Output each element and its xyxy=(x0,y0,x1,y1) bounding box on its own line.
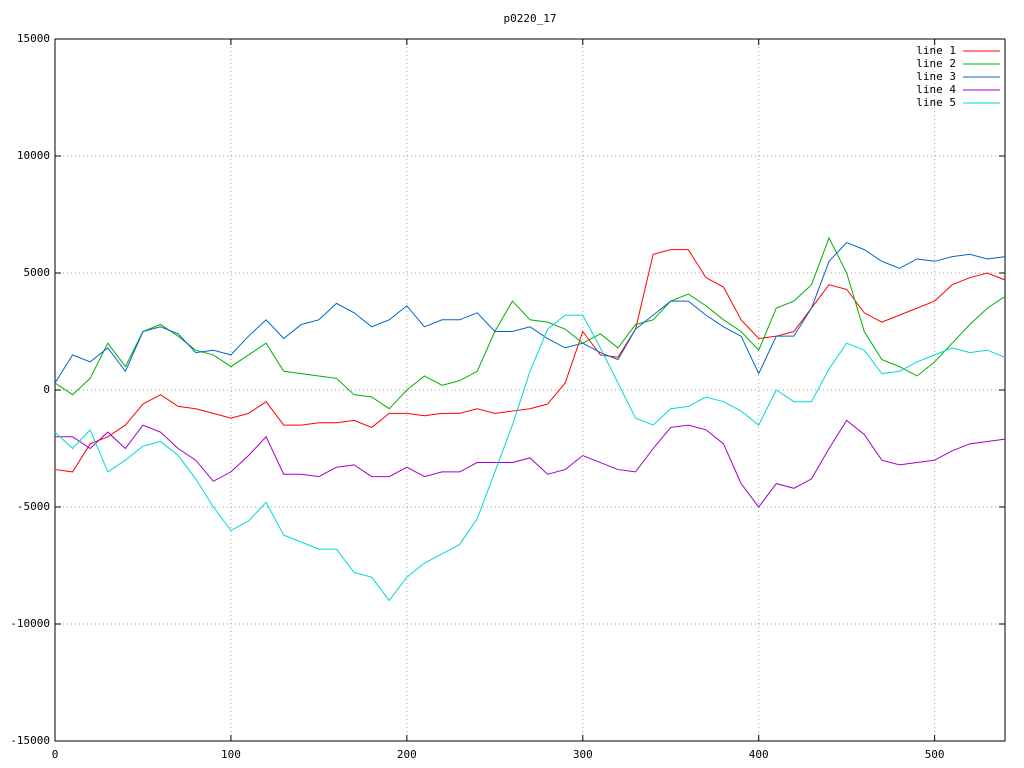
series-line xyxy=(54,241,1006,384)
legend-label: line 4 xyxy=(916,83,956,96)
plot-border xyxy=(54,38,1006,742)
y-tick-label: -5000 xyxy=(17,500,50,513)
legend-label: line 3 xyxy=(916,70,956,83)
x-tick-label: 0 xyxy=(52,748,59,761)
legend-label: line 1 xyxy=(916,44,956,57)
series-line xyxy=(54,314,1006,602)
legend-label: line 5 xyxy=(916,96,956,109)
x-tick-label: 200 xyxy=(397,748,417,761)
y-tick-label: -10000 xyxy=(10,617,50,630)
y-tick-label: 15000 xyxy=(17,32,50,45)
series-line xyxy=(54,236,1006,410)
x-tick-label: 300 xyxy=(573,748,593,761)
x-tick-label: 500 xyxy=(925,748,945,761)
x-tick-label: 400 xyxy=(749,748,769,761)
chart-title: p0220_17 xyxy=(504,12,557,25)
series-line xyxy=(54,249,1006,473)
series-line xyxy=(55,419,1006,508)
y-tick-label: 5000 xyxy=(24,266,51,279)
legend-label: line 2 xyxy=(916,57,956,70)
y-tick-label: 10000 xyxy=(17,149,50,162)
y-tick-label: -15000 xyxy=(10,734,50,747)
x-tick-label: 100 xyxy=(221,748,241,761)
y-tick-label: 0 xyxy=(43,383,50,396)
